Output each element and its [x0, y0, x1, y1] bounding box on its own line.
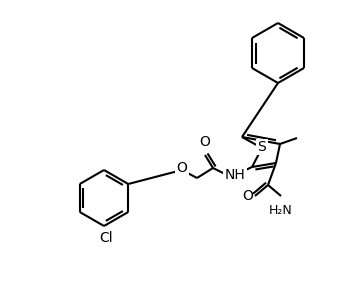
Text: O: O [242, 189, 253, 203]
Text: S: S [258, 140, 267, 154]
Text: NH: NH [225, 168, 245, 182]
Text: H₂N: H₂N [269, 204, 293, 217]
Text: O: O [176, 161, 187, 175]
Text: O: O [199, 135, 210, 149]
Text: Cl: Cl [99, 231, 113, 245]
